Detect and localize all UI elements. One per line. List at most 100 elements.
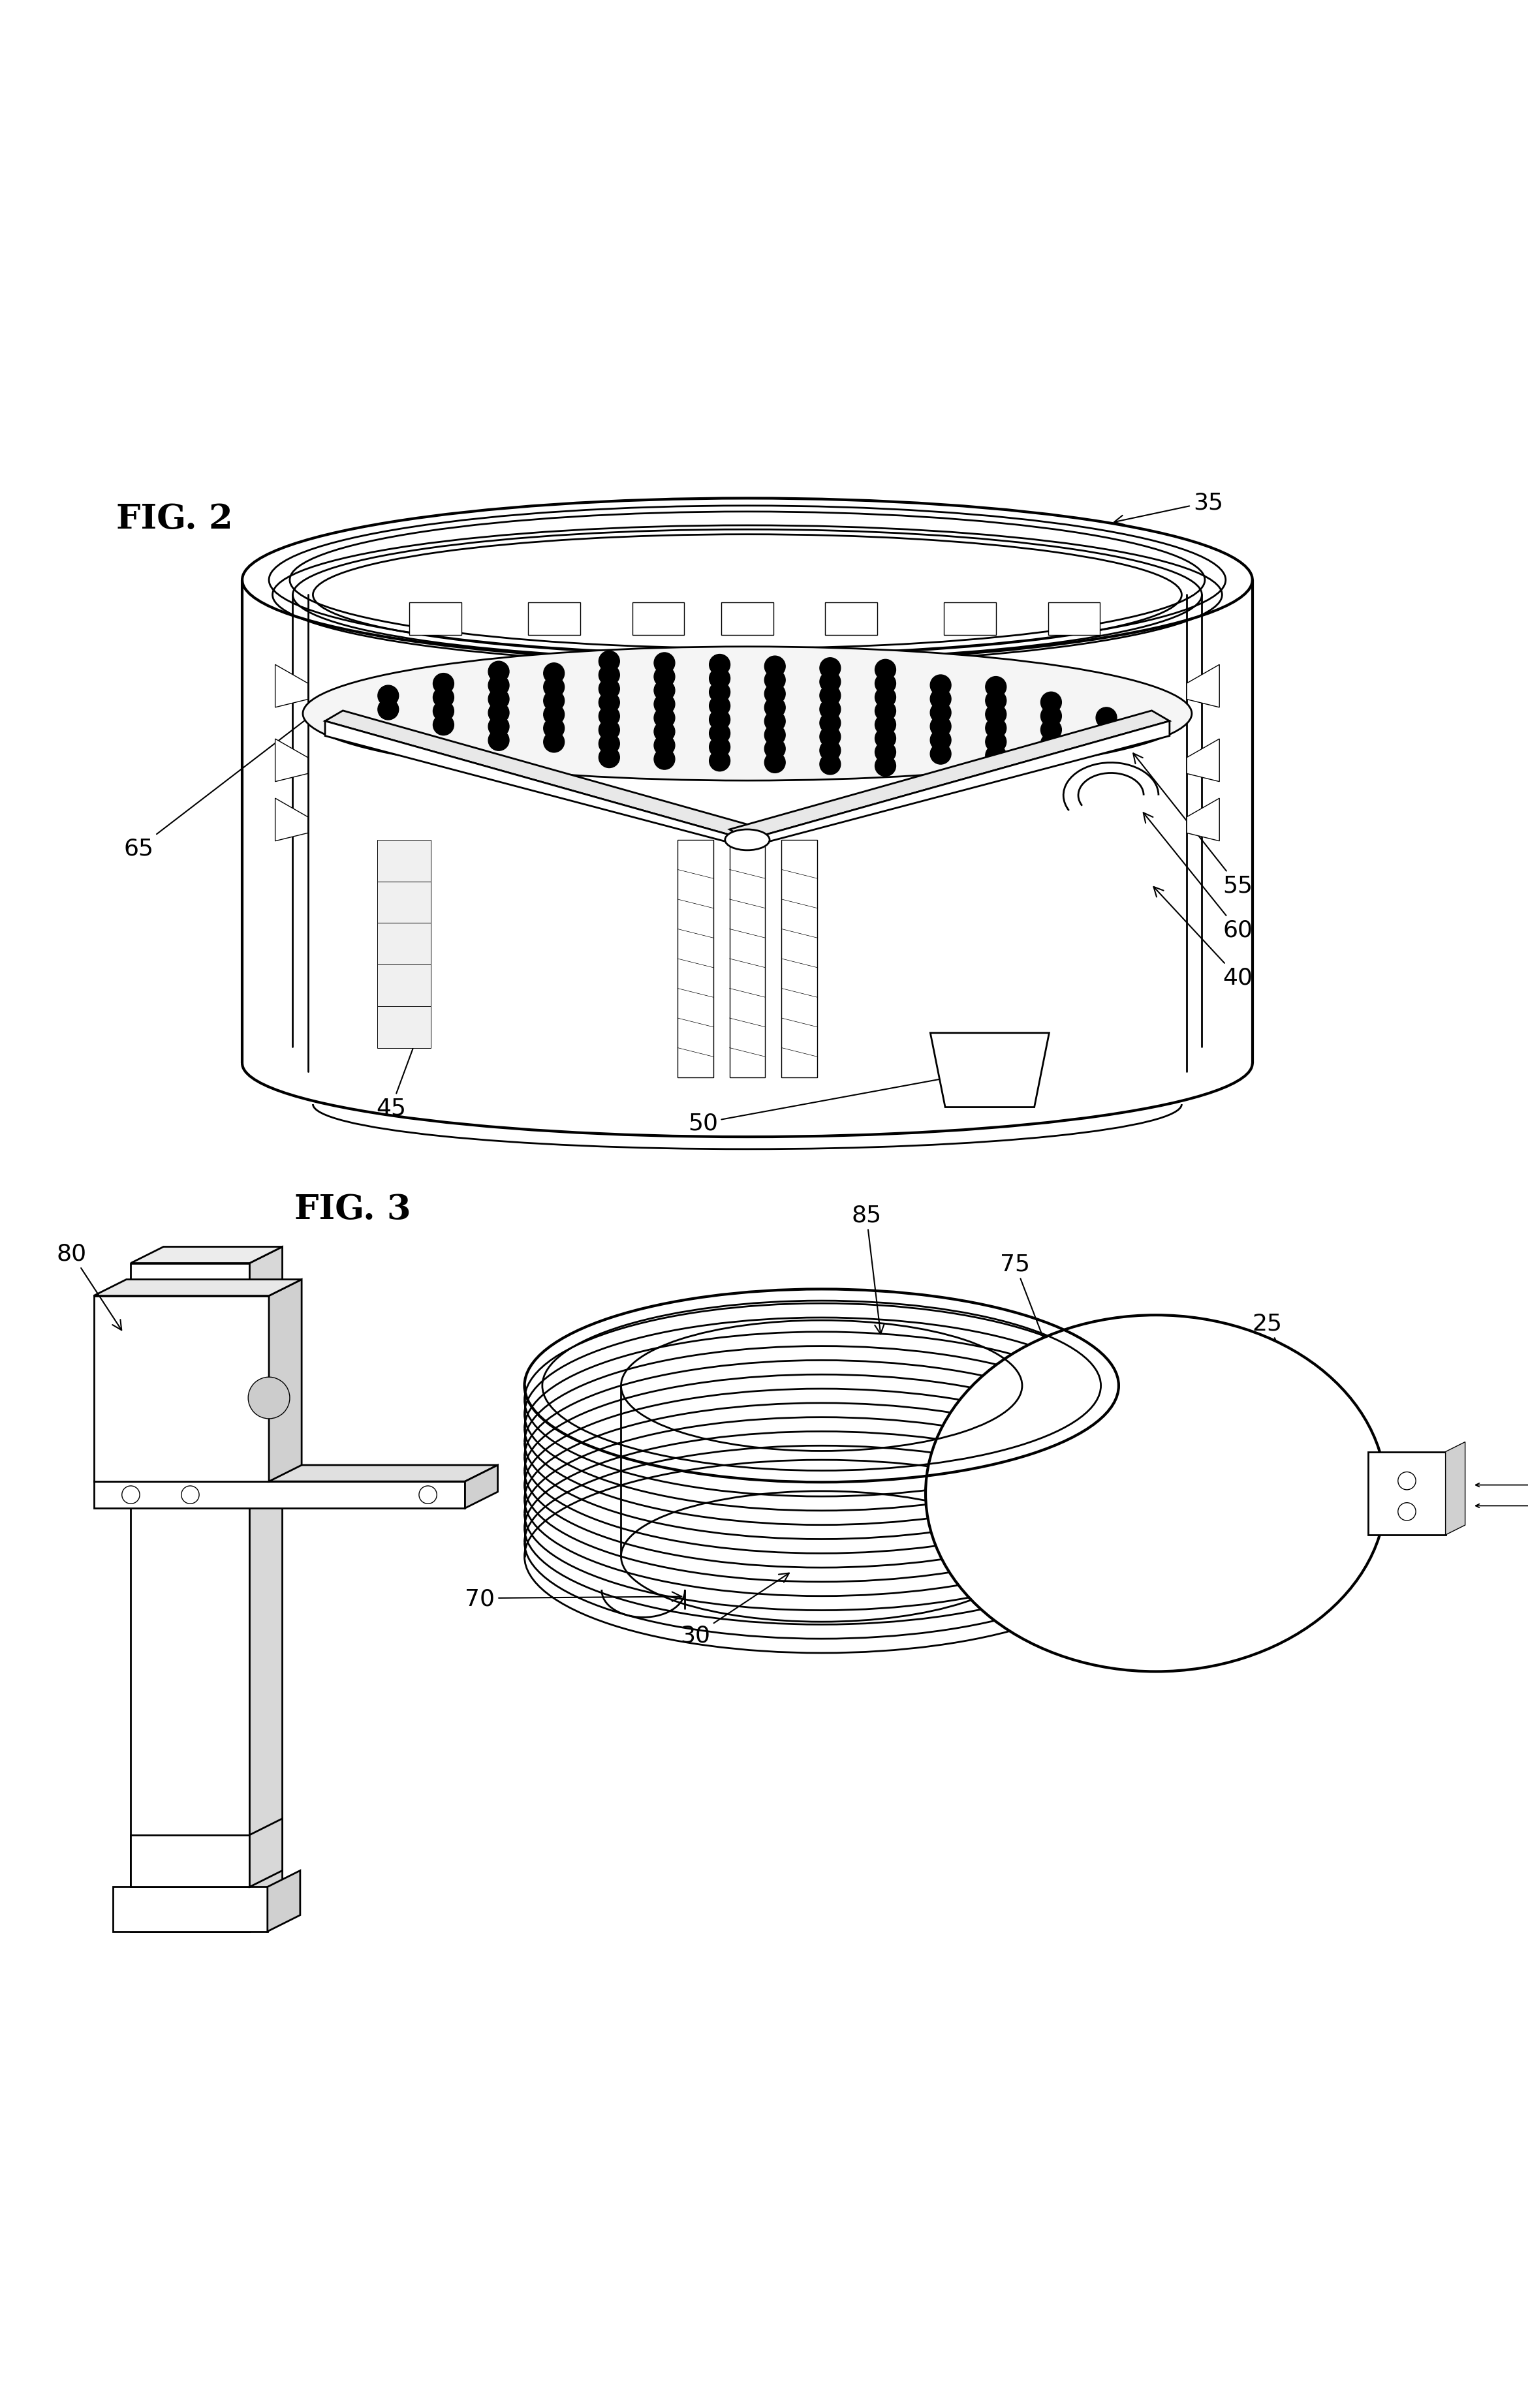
Polygon shape <box>113 1888 267 1931</box>
Text: 65: 65 <box>124 701 330 860</box>
Polygon shape <box>465 1466 498 1507</box>
Polygon shape <box>1368 1452 1445 1536</box>
Circle shape <box>182 1486 199 1505</box>
Circle shape <box>819 713 840 734</box>
Circle shape <box>709 655 730 677</box>
Circle shape <box>489 718 509 737</box>
Circle shape <box>876 686 895 708</box>
Circle shape <box>544 677 564 698</box>
Ellipse shape <box>926 1315 1386 1671</box>
Circle shape <box>709 696 730 718</box>
Circle shape <box>986 677 1007 698</box>
Circle shape <box>377 686 399 706</box>
Polygon shape <box>781 840 817 1079</box>
Polygon shape <box>1187 799 1219 840</box>
Polygon shape <box>275 799 307 840</box>
Polygon shape <box>377 840 431 881</box>
Circle shape <box>819 672 840 694</box>
Polygon shape <box>825 602 877 636</box>
Polygon shape <box>1187 739 1219 783</box>
Circle shape <box>931 744 950 766</box>
Circle shape <box>489 662 509 681</box>
Circle shape <box>986 706 1007 725</box>
Circle shape <box>599 706 619 727</box>
Circle shape <box>489 674 509 696</box>
Circle shape <box>931 703 950 722</box>
Polygon shape <box>131 1264 249 1931</box>
Text: 30: 30 <box>680 1572 788 1647</box>
Circle shape <box>544 662 564 684</box>
Text: 45: 45 <box>376 1035 419 1120</box>
Circle shape <box>709 722 730 744</box>
Circle shape <box>248 1377 290 1418</box>
Polygon shape <box>410 602 461 636</box>
Text: 85: 85 <box>851 1204 885 1334</box>
Polygon shape <box>944 602 996 636</box>
Circle shape <box>544 706 564 725</box>
Polygon shape <box>747 722 1169 848</box>
Circle shape <box>599 734 619 754</box>
Circle shape <box>819 657 840 679</box>
Circle shape <box>654 653 675 674</box>
Circle shape <box>654 708 675 730</box>
Polygon shape <box>275 739 307 783</box>
Circle shape <box>432 686 454 708</box>
Circle shape <box>931 730 950 751</box>
Circle shape <box>489 703 509 725</box>
Circle shape <box>599 679 619 701</box>
Circle shape <box>819 742 840 761</box>
Circle shape <box>876 715 895 734</box>
Circle shape <box>432 701 454 722</box>
Circle shape <box>876 742 895 763</box>
Circle shape <box>876 674 895 694</box>
Polygon shape <box>269 1279 301 1481</box>
Polygon shape <box>377 1007 431 1047</box>
Circle shape <box>876 660 895 681</box>
Text: 55: 55 <box>1134 754 1253 896</box>
Circle shape <box>764 698 785 718</box>
Circle shape <box>819 727 840 746</box>
Polygon shape <box>931 1033 1050 1108</box>
Circle shape <box>986 746 1007 766</box>
Circle shape <box>654 734 675 756</box>
Polygon shape <box>93 1279 301 1296</box>
Circle shape <box>764 739 785 759</box>
Text: 80: 80 <box>57 1243 122 1329</box>
Circle shape <box>654 694 675 715</box>
Polygon shape <box>93 1466 498 1481</box>
Polygon shape <box>93 1481 465 1507</box>
Polygon shape <box>633 602 685 636</box>
Circle shape <box>654 667 675 689</box>
Circle shape <box>544 718 564 739</box>
Text: 35: 35 <box>1114 491 1222 525</box>
Circle shape <box>931 689 950 710</box>
Polygon shape <box>377 922 431 966</box>
Text: 25: 25 <box>1253 1312 1293 1375</box>
Polygon shape <box>275 665 307 708</box>
Circle shape <box>1096 708 1117 730</box>
Ellipse shape <box>724 831 770 850</box>
Circle shape <box>1041 720 1062 742</box>
Polygon shape <box>721 602 773 636</box>
Circle shape <box>654 722 675 742</box>
Circle shape <box>709 669 730 689</box>
Circle shape <box>544 732 564 754</box>
Text: FIG. 2: FIG. 2 <box>116 503 232 535</box>
Polygon shape <box>677 840 714 1079</box>
Circle shape <box>599 746 619 768</box>
Circle shape <box>709 751 730 771</box>
Text: 40: 40 <box>1154 886 1253 990</box>
Polygon shape <box>131 1247 283 1264</box>
Text: 60: 60 <box>1143 814 1253 942</box>
Circle shape <box>819 686 840 706</box>
Text: FIG. 3: FIG. 3 <box>295 1192 411 1226</box>
Circle shape <box>764 754 785 773</box>
Circle shape <box>432 674 454 694</box>
Circle shape <box>986 718 1007 739</box>
Circle shape <box>876 701 895 722</box>
Circle shape <box>432 715 454 737</box>
Circle shape <box>709 710 730 730</box>
Circle shape <box>122 1486 139 1505</box>
Polygon shape <box>1048 602 1100 636</box>
Circle shape <box>489 689 509 710</box>
